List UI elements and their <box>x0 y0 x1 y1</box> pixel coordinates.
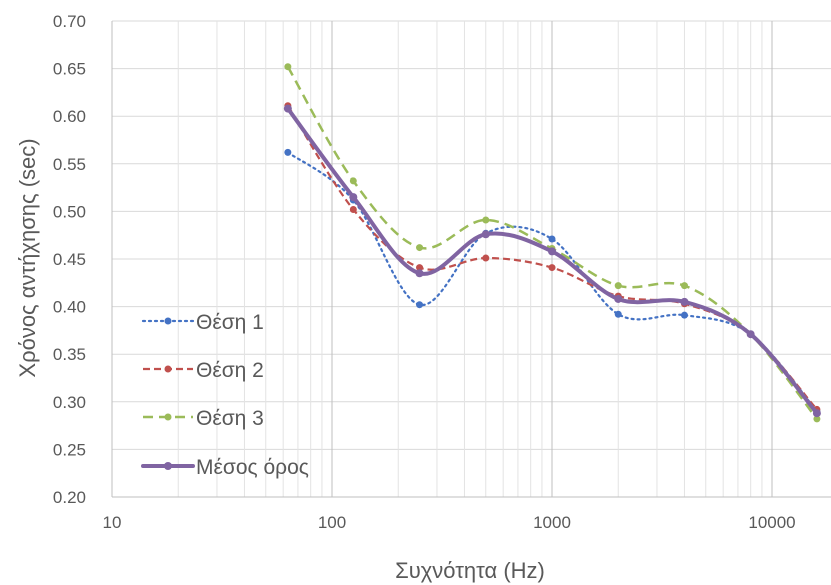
y-tick-label: 0.35 <box>53 345 86 364</box>
legend-label: Θέση 2 <box>196 359 264 382</box>
y-tick-label: 0.70 <box>53 12 86 31</box>
y-axis-title: Χρόνος αντήχησης (sec) <box>15 138 40 377</box>
data-point <box>614 282 622 290</box>
y-tick-label: 0.25 <box>53 440 86 459</box>
legend-item: Θέση 1 <box>141 311 264 334</box>
legend: Θέση 1 Θέση 2 Θέση 3 Μέσος όρος <box>141 311 309 479</box>
data-point <box>614 310 622 318</box>
legend-marker <box>164 413 172 421</box>
legend-label: Μέσος όρος <box>196 456 309 479</box>
y-tick-label: 0.45 <box>53 250 86 269</box>
data-point <box>416 244 424 252</box>
y-tick-label: 0.20 <box>53 488 86 507</box>
data-point <box>416 301 424 309</box>
data-point <box>284 148 292 156</box>
y-tick-label: 0.65 <box>53 60 86 79</box>
data-point <box>349 193 358 202</box>
data-point <box>349 205 357 213</box>
legend-item: Θέση 2 <box>143 359 264 382</box>
series-line <box>286 151 819 413</box>
y-tick-label: 0.40 <box>53 298 86 317</box>
legend-label: Θέση 3 <box>196 407 264 430</box>
legend-item: Μέσος όρος <box>141 456 309 479</box>
data-point <box>284 63 292 71</box>
y-tick-label: 0.60 <box>53 107 86 126</box>
series-group <box>283 63 821 423</box>
data-point <box>680 282 688 290</box>
legend-marker <box>164 462 172 470</box>
y-tick-label: 0.30 <box>53 393 86 412</box>
legend-item: Θέση 3 <box>143 407 264 430</box>
x-tick-label: 1000 <box>533 513 571 532</box>
data-point <box>548 264 556 272</box>
data-point <box>680 311 688 319</box>
y-tick-labels: 0.20 0.25 0.30 0.35 0.40 0.45 0.50 0.55 0.60 0.65… <box>53 12 86 507</box>
data-point <box>614 294 623 303</box>
data-point <box>481 230 490 239</box>
x-tick-label: 100 <box>318 513 346 532</box>
data-point <box>416 264 424 272</box>
series-4 <box>283 104 821 418</box>
data-point <box>415 269 424 278</box>
x-axis-title: Συχνότητα (Hz) <box>395 558 545 583</box>
legend-marker <box>164 365 172 373</box>
data-point <box>349 177 357 185</box>
legend-label: Θέση 1 <box>196 311 264 334</box>
data-point <box>482 254 490 262</box>
data-point <box>746 330 755 339</box>
x-tick-label: 10000 <box>748 513 795 532</box>
data-point <box>680 297 689 306</box>
legend-marker <box>164 317 172 325</box>
data-point <box>283 104 292 113</box>
x-tick-label: 10 <box>103 513 122 532</box>
y-tick-label: 0.55 <box>53 155 86 174</box>
y-tick-label: 0.50 <box>53 202 86 221</box>
x-tick-labels: 10 100 1000 10000 <box>103 513 796 532</box>
data-point <box>812 409 821 418</box>
data-point <box>482 216 490 224</box>
data-point <box>548 235 556 243</box>
data-point <box>813 415 821 423</box>
data-point <box>548 247 556 256</box>
